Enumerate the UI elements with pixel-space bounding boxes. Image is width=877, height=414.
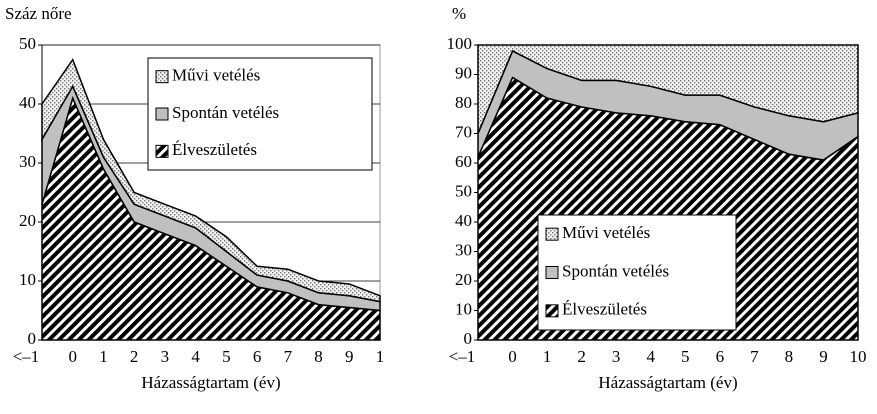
y-tick-label: 10	[455, 299, 472, 318]
x-tick-label: 5	[681, 347, 690, 366]
legend-swatch	[155, 70, 169, 84]
y-tick-label: 10	[19, 270, 36, 289]
y-tick-label: 100	[447, 34, 473, 53]
x-tick-label: 4	[191, 347, 200, 366]
legend-label: Művi vetélés	[562, 223, 650, 242]
x-tick-label: 1	[376, 347, 385, 366]
y-tick-label: 20	[19, 211, 36, 230]
x-tick-label: 9	[345, 347, 354, 366]
x-tick-label: 6	[716, 347, 725, 366]
y-tick-label: 80	[455, 93, 472, 112]
legend-label: Élveszületés	[172, 140, 257, 159]
y-tick-label: 50	[19, 34, 36, 53]
x-tick-label: <–1	[449, 347, 476, 366]
x-tick-label: 7	[284, 347, 293, 366]
y-tick-label: 0	[464, 329, 473, 348]
legend-swatch	[155, 144, 169, 158]
y-tick-label: 50	[455, 181, 472, 200]
legend	[147, 57, 373, 171]
x-tick-label: 6	[253, 347, 262, 366]
area	[477, 44, 859, 134]
x-tick-label: 10	[850, 347, 867, 366]
x-tick-label: 3	[612, 347, 621, 366]
x-tick-label: 0	[68, 347, 77, 366]
y-tick-label: 20	[455, 270, 472, 289]
legend-swatch	[545, 266, 559, 279]
legend-swatch	[545, 227, 559, 241]
x-tick-label: 3	[161, 347, 170, 366]
y-axis-title: %	[452, 4, 466, 23]
x-tick-label: 1	[99, 347, 108, 366]
x-tick-label: 7	[750, 347, 759, 366]
y-axis-title: Száz nőre	[5, 4, 72, 23]
x-axis-title: Házasságtartam (év)	[141, 373, 280, 392]
legend-label: Élveszületés	[562, 300, 647, 319]
legend-label: Művi vetélés	[172, 66, 260, 85]
y-tick-label: 30	[19, 152, 36, 171]
area	[41, 58, 381, 303]
legend-label: Spontán vetélés	[562, 261, 669, 280]
legend-label: Spontán vetélés	[172, 103, 279, 122]
y-tick-label: 0	[28, 329, 37, 348]
x-tick-label: 2	[577, 347, 586, 366]
x-tick-label: 4	[646, 347, 655, 366]
x-axis-title: Házasságtartam (év)	[598, 373, 737, 392]
legend-swatch	[155, 107, 169, 121]
x-tick-label: 8	[314, 347, 323, 366]
y-tick-label: 30	[455, 240, 472, 259]
x-tick-label: 9	[819, 347, 828, 366]
y-tick-label: 40	[19, 93, 36, 112]
legend-swatch	[545, 304, 559, 318]
x-tick-label: 1	[543, 347, 552, 366]
y-tick-label: 60	[455, 152, 472, 171]
x-tick-label: 0	[508, 347, 517, 366]
x-tick-label: <–1	[13, 347, 40, 366]
y-tick-label: 90	[455, 63, 472, 82]
x-tick-label: 5	[222, 347, 231, 366]
x-tick-label: 2	[130, 347, 139, 366]
x-tick-label: 8	[785, 347, 794, 366]
legend	[537, 214, 737, 331]
y-tick-label: 40	[455, 211, 472, 230]
y-tick-label: 70	[455, 122, 472, 141]
